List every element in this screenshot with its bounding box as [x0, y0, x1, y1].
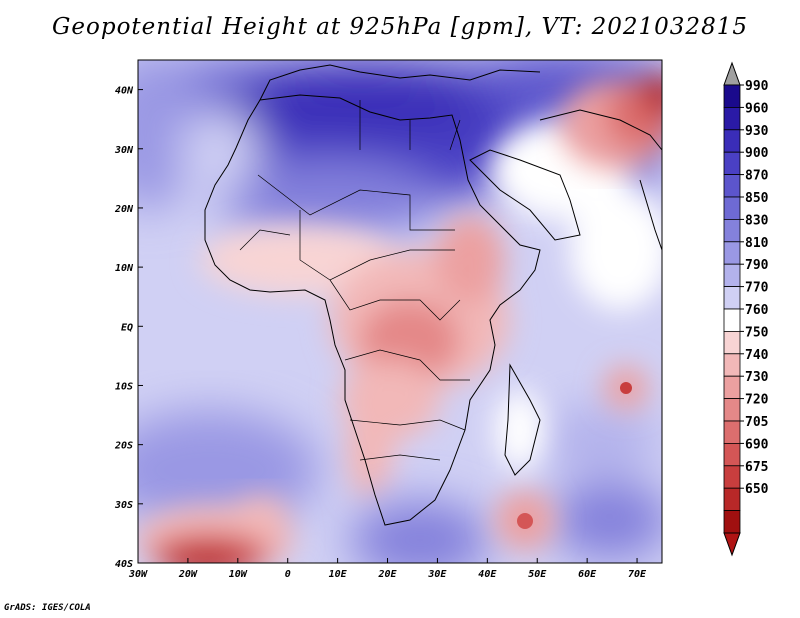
atlantic-low [138, 495, 295, 563]
colorbar-swatch [723, 398, 741, 422]
y-tick-label: 10N [115, 263, 134, 274]
colorbar-level-label: 850 [745, 191, 769, 206]
colorbar-swatch [723, 241, 741, 265]
colorbar-swatch [723, 129, 741, 153]
x-tick-label: 20E [377, 569, 397, 580]
colorbar-level-label: 930 [745, 124, 769, 139]
colorbar-swatch [723, 151, 741, 175]
x-tick-label: 10W [229, 569, 248, 580]
colorbar-level-label: 960 [745, 101, 769, 116]
x-axis: 30W 20W 10W 0 10E 20E 30E 40E 50E 60E 70E [128, 558, 647, 580]
colorbar-level-label: 870 [745, 169, 769, 184]
colorbar-swatch [723, 218, 741, 243]
colorbar-level-label: 690 [745, 437, 769, 452]
colorbar-level-label: 990 [745, 79, 769, 94]
x-tick-label: 50E [528, 569, 547, 580]
colorbar-swatch [723, 330, 741, 355]
asia-low [560, 75, 662, 170]
x-tick-label: 40E [478, 569, 497, 580]
y-tick-label: 20N [114, 204, 134, 215]
colorbar-level-label: 750 [745, 325, 769, 340]
software-credit: GrADS: IGES/COLA [4, 603, 91, 613]
colorbar-level-label: 770 [745, 281, 769, 296]
colorbar-swatch [723, 84, 741, 108]
colorbar-swatch [723, 174, 741, 198]
map-field [138, 60, 662, 563]
colorbar-swatch [723, 375, 741, 400]
colorbar-level-label: 720 [745, 393, 769, 408]
colorbar-bottom-arrow [723, 532, 741, 557]
colorbar-swatch [723, 487, 741, 512]
y-axis: 40N 30N 20N 10N EQ 10S 20S 30S 40S [114, 86, 143, 570]
y-tick-label: 40S [115, 559, 133, 570]
colorbar-level-label: 830 [745, 213, 769, 228]
colorbar-level-label: 790 [745, 258, 769, 273]
colorbar-swatch [723, 353, 741, 377]
colorbar-swatch [723, 308, 741, 332]
y-tick-label: 30S [114, 500, 133, 511]
colorbar-swatch [723, 107, 741, 131]
madagascar-coastline [504, 363, 541, 476]
colorbar-level-label: 740 [745, 348, 769, 363]
asia-coastline [539, 109, 662, 151]
india-coastline [639, 179, 662, 251]
x-tick-label: 70E [628, 569, 647, 580]
island-low-core-2 [517, 513, 533, 529]
x-tick-label: 10E [329, 569, 348, 580]
colorbar-level-label: 900 [745, 146, 769, 161]
arabia-coastline [469, 149, 581, 241]
colorbar-swatch [723, 196, 741, 220]
colorbar-swatch [723, 510, 741, 534]
x-tick-label: 30W [128, 569, 148, 580]
x-tick-label: 60E [578, 569, 597, 580]
europe-coastline [259, 64, 541, 101]
colorbar-level-label: 650 [745, 482, 769, 497]
map-title: Geopotential Height at 925hPa [gpm], VT:… [52, 14, 748, 40]
colorbar-swatch [723, 286, 741, 310]
colorbar-level-label: 760 [745, 303, 769, 318]
y-tick-label: 30N [114, 145, 134, 156]
island-low-core-1 [620, 382, 632, 394]
y-tick-label: 10S [115, 381, 133, 392]
x-tick-label: 20W [178, 569, 198, 580]
y-tick-label: 20S [114, 441, 133, 452]
southern-blue [138, 405, 662, 563]
colorbar-swatch [723, 442, 741, 467]
map-frame [137, 59, 663, 564]
x-tick-label: 0 [285, 569, 291, 580]
colorbar-top-arrow [723, 61, 741, 86]
y-tick-label: EQ [121, 322, 133, 333]
y-tick-label: 40N [115, 86, 134, 97]
colorbar-level-label: 810 [745, 236, 769, 251]
colorbar-level-label: 730 [745, 370, 769, 385]
colorbar: 990 960 930 900 870 850 830 810 790 770 760 750 740 7… [723, 61, 769, 557]
colorbar-level-label: 675 [745, 460, 768, 475]
colorbar-swatch [723, 420, 741, 444]
colorbar-swatch [723, 465, 741, 489]
x-tick-label: 30E [427, 569, 447, 580]
country-borders [239, 100, 470, 461]
colorbar-swatch [723, 263, 741, 288]
colorbar-level-label: 705 [745, 415, 768, 430]
africa-low [200, 215, 510, 505]
